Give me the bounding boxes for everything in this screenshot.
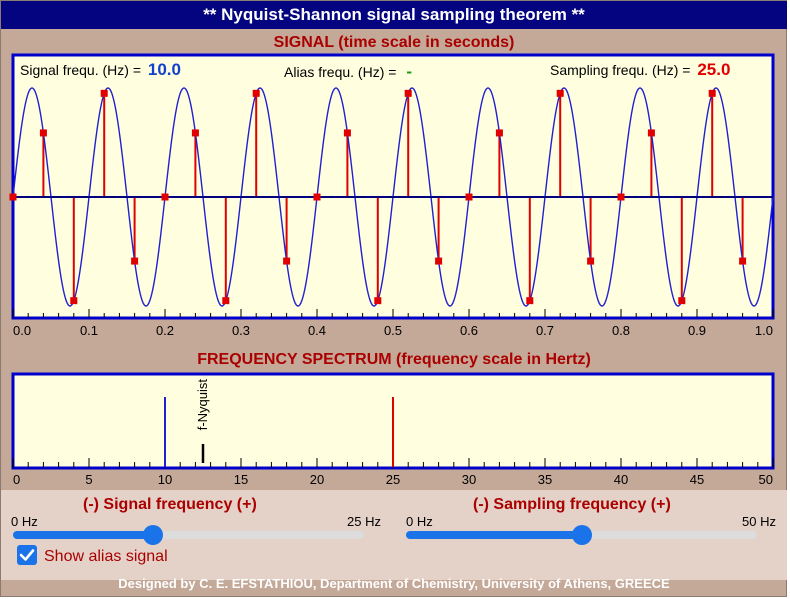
sample-point — [708, 89, 716, 97]
spectrum-tick-label: 40 — [614, 472, 628, 487]
sample-point — [739, 257, 747, 265]
signal-tick-label: 0.1 — [80, 323, 98, 338]
signal-tick-label: 0.5 — [384, 323, 402, 338]
sample-point — [252, 89, 260, 97]
sampling-slider-thumb[interactable] — [571, 525, 592, 545]
sampling-frequency-slider[interactable] — [406, 525, 757, 545]
spectrum-tick-label: 15 — [234, 472, 248, 487]
sample-point — [404, 89, 412, 97]
show-alias-label[interactable]: Show alias signal — [44, 548, 168, 565]
signal-chart: 0.0 0.1 0.2 0.3 0.4 0.5 0.6 0.7 0.8 0.9 1.0 — [9, 53, 775, 338]
sampling-slider-max-label: 50 Hz — [742, 514, 776, 529]
signal-frequency-readout: Signal frequ. (Hz) = 10.0 — [20, 60, 181, 80]
signal-frame — [11, 53, 775, 320]
signal-tick-label: 0.8 — [612, 323, 630, 338]
sample-point — [100, 89, 108, 97]
signal-tick-label: 0.4 — [308, 323, 326, 338]
sampling-slider-fill — [406, 531, 582, 539]
signal-frequency-value: 10.0 — [147, 60, 181, 79]
sample-point — [9, 193, 17, 201]
sample-point — [343, 129, 351, 137]
signal-tick-label: 0.6 — [460, 323, 478, 338]
alias-frequency-value: - — [406, 62, 412, 81]
signal-tick-label: 0.0 — [13, 323, 31, 338]
sample-point — [374, 297, 382, 305]
sampling-slider-title: (-) Sampling frequency (+) — [473, 496, 671, 513]
sample-point — [39, 129, 47, 137]
show-alias-checkbox[interactable] — [17, 545, 37, 565]
footer-credit: Designed by C. E. EFSTATHIOU, Department… — [118, 576, 670, 591]
spectrum-tick-label: 30 — [462, 472, 476, 487]
signal-frequency-slider[interactable] — [13, 525, 364, 545]
spectrum-tick-label: 5 — [85, 472, 92, 487]
signal-tick-label: 0.3 — [232, 323, 250, 338]
sampling-frequency-label: Sampling frequ. (Hz) = — [550, 62, 691, 78]
spectrum-tick-label: 50 — [759, 472, 773, 487]
spectrum-tick-label: 45 — [690, 472, 704, 487]
sample-point — [222, 297, 230, 305]
spectrum-chart: 0 5 10 15 20 25 30 35 40 45 50 f-Nyquist — [11, 372, 775, 487]
spectrum-tick-label: 25 — [386, 472, 400, 487]
sample-point — [465, 193, 473, 201]
signal-slider-fill — [13, 531, 154, 539]
spectrum-section-title: FREQUENCY SPECTRUM (frequency scale in H… — [197, 351, 591, 368]
sample-point — [313, 193, 321, 201]
sample-point — [191, 129, 199, 137]
sample-point — [678, 297, 686, 305]
sample-point — [435, 257, 443, 265]
sample-point — [161, 193, 169, 201]
signal-slider-min-label: 0 Hz — [11, 514, 38, 529]
signal-tick-label: 0.2 — [156, 323, 174, 338]
sample-point — [495, 129, 503, 137]
sample-point — [283, 257, 291, 265]
checkmark-icon — [19, 549, 35, 561]
sampling-slider-min-label: 0 Hz — [406, 514, 433, 529]
signal-slider-thumb[interactable] — [143, 525, 164, 545]
sample-point — [556, 89, 564, 97]
spectrum-tick-label: 20 — [310, 472, 324, 487]
app-title: ** Nyquist-Shannon signal sampling theor… — [1, 1, 787, 29]
signal-slider-title: (-) Signal frequency (+) — [83, 496, 257, 513]
sample-point — [587, 257, 595, 265]
alias-frequency-readout: Alias frequ. (Hz) = - — [284, 62, 412, 82]
spectrum-tick-label: 0 — [13, 472, 20, 487]
spectrum-tick-label: 35 — [538, 472, 552, 487]
sample-point — [647, 129, 655, 137]
signal-section-title: SIGNAL (time scale in seconds) — [273, 34, 515, 51]
signal-tick-label: 0.7 — [536, 323, 554, 338]
nyquist-label: f-Nyquist — [195, 379, 210, 431]
signal-tick-label: 0.9 — [688, 323, 706, 338]
controls-panel: (-) Signal frequency (+) 0 Hz 25 Hz (-) … — [1, 490, 787, 580]
signal-tick-label: 1.0 — [755, 323, 773, 338]
sample-point — [526, 297, 534, 305]
sample-point — [131, 257, 139, 265]
sampling-frequency-readout: Sampling frequ. (Hz) = 25.0 — [550, 60, 730, 80]
sampling-frequency-value: 25.0 — [697, 60, 731, 79]
alias-frequency-label: Alias frequ. (Hz) = — [284, 64, 397, 80]
sample-point — [617, 193, 625, 201]
signal-slider-max-label: 25 Hz — [347, 514, 381, 529]
spectrum-tick-label: 10 — [158, 472, 172, 487]
signal-frequency-label: Signal frequ. (Hz) = — [20, 62, 141, 78]
sample-point — [70, 297, 78, 305]
